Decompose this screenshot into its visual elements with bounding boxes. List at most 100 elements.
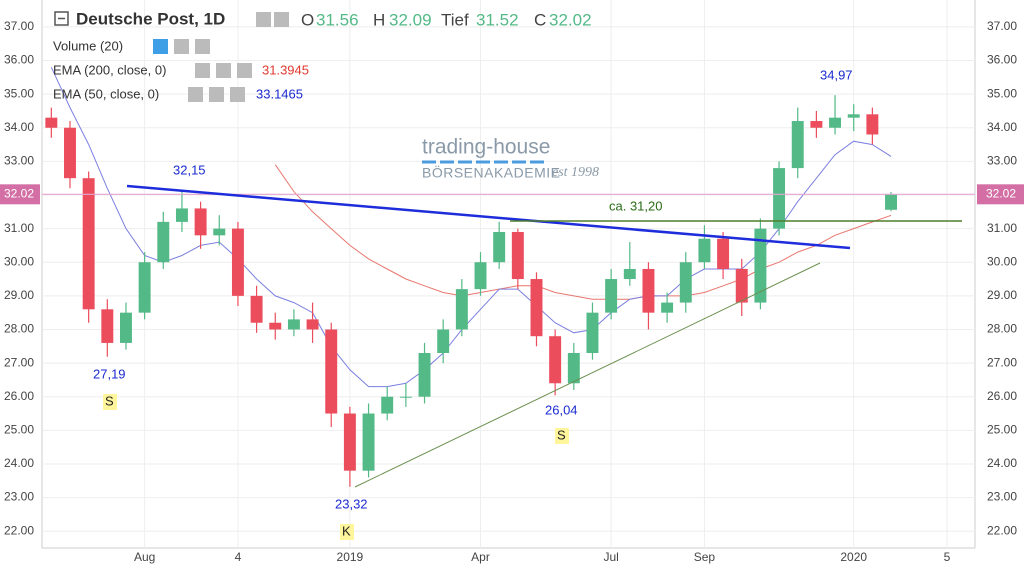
candle-body — [661, 302, 674, 313]
grid: 22.00 22.00 23.00 23.00 24.00 24.00 25.00 25.00… — [4, 0, 1017, 564]
settings-button[interactable] — [209, 87, 224, 102]
candle-body — [82, 178, 95, 310]
y-tick-label-right: 31.00 — [987, 221, 1017, 235]
y-tick-label-right: 22.00 — [987, 523, 1017, 537]
chart-title: Deutsche Post, 1D — [76, 9, 225, 28]
close-label: C — [534, 10, 546, 29]
ema50-value: 33.1465 — [256, 86, 303, 101]
ema200-value: 31.3945 — [262, 62, 309, 77]
candle-body — [194, 208, 207, 236]
candle-body — [866, 114, 879, 135]
candle-body — [157, 221, 170, 263]
candle-body — [754, 228, 767, 303]
ema-line — [274, 164, 892, 300]
candle-body — [455, 289, 468, 330]
candle-body — [45, 117, 58, 128]
ema-line — [50, 66, 892, 388]
y-tick-label-right: 33.00 — [987, 154, 1017, 168]
remove-button[interactable] — [230, 87, 245, 102]
candle-body — [362, 413, 375, 471]
open-value: 31.56 — [316, 10, 359, 29]
last-price-box — [977, 184, 1024, 205]
x-tick-label: Jul — [603, 550, 618, 564]
remove-button[interactable] — [195, 39, 210, 54]
candle-body — [119, 312, 132, 343]
candle-body — [399, 396, 412, 398]
y-tick-label: 26.00 — [4, 389, 34, 403]
trend-line — [126, 184, 851, 250]
y-tick-label: 30.00 — [4, 254, 34, 268]
candle-body — [511, 231, 524, 280]
x-tick-label: 4 — [235, 550, 242, 564]
remove-button[interactable] — [237, 63, 252, 78]
candle-body — [773, 168, 786, 229]
candle-body — [791, 121, 804, 169]
candle-body — [623, 268, 636, 280]
settings-button[interactable] — [216, 63, 231, 78]
y-tick-label-right: 24.00 — [987, 456, 1017, 470]
y-tick-label-right: 25.00 — [987, 423, 1017, 437]
x-tick-label: Aug — [134, 550, 155, 564]
y-tick-label-right: 27.00 — [987, 355, 1017, 369]
candle-body — [175, 208, 188, 222]
settings-button[interactable] — [174, 39, 189, 54]
annotation: ca. 31,20 — [609, 198, 663, 213]
settings-button[interactable] — [274, 12, 289, 27]
candle-body — [418, 353, 431, 397]
candle-body — [287, 319, 300, 330]
y-tick-label-right: 34.00 — [987, 120, 1017, 134]
candle-body — [530, 279, 543, 337]
y-tick-label: 23.00 — [4, 490, 34, 504]
uptrend-line — [354, 262, 821, 488]
plot — [42, 66, 975, 487]
y-tick-label: 22.00 — [4, 523, 34, 537]
close-value: 32.02 — [549, 10, 592, 29]
y-tick-label-right: 23.00 — [987, 490, 1017, 504]
visibility-button[interactable] — [188, 87, 203, 102]
y-tick-label: 35.00 — [4, 86, 34, 100]
x-tick-label: Sep — [694, 550, 716, 564]
ema200-legend: EMA (200, close, 0) — [53, 62, 166, 77]
y-tick-label: 34.00 — [4, 120, 34, 134]
collapse-icon[interactable] — [54, 11, 69, 26]
y-tick-label: 36.00 — [4, 53, 34, 67]
x-tick-label: 2020 — [840, 550, 867, 564]
annotation-badge — [340, 524, 354, 540]
volume-legend: Volume (20) — [53, 38, 123, 53]
y-tick-label: 27.00 — [4, 355, 34, 369]
candle-body — [269, 322, 282, 330]
y-tick-label-right: 36.00 — [987, 53, 1017, 67]
candle-body — [549, 336, 562, 384]
last-price-label: 32.02 — [986, 186, 1016, 200]
y-tick-label-right: 30.00 — [987, 254, 1017, 268]
candle-body — [605, 279, 618, 313]
annotation: 26,04 — [545, 402, 578, 417]
x-tick-label: 5 — [944, 550, 951, 564]
low-label: Tief — [441, 10, 469, 29]
candle-body — [138, 262, 151, 313]
visibility-button[interactable] — [153, 39, 168, 54]
annotation: 32,15 — [173, 162, 206, 177]
annotation: S — [557, 427, 566, 442]
y-tick-label-right: 29.00 — [987, 288, 1017, 302]
y-tick-label-right: 28.00 — [987, 322, 1017, 336]
y-tick-label-right: 26.00 — [987, 389, 1017, 403]
candle-body — [642, 268, 655, 313]
overlay: 32.02 32.02 32,15 27,19 S 23,32 K 26,04 S 34,97 ca… — [0, 67, 1024, 540]
candle-body — [493, 231, 506, 263]
candle-body — [586, 312, 599, 354]
last-price-label: 32.02 — [4, 186, 34, 200]
candle-body — [829, 117, 842, 128]
y-tick-label: 33.00 — [4, 154, 34, 168]
high-label: H — [373, 10, 385, 29]
annotation-badge — [555, 428, 569, 444]
annotation: 23,32 — [335, 496, 368, 511]
candle-body — [213, 228, 226, 236]
ema50-legend: EMA (50, close, 0) — [53, 86, 159, 101]
visibility-button[interactable] — [195, 63, 210, 78]
annotation: 27,19 — [93, 366, 126, 381]
visibility-button[interactable] — [256, 12, 271, 27]
candle-body — [474, 262, 487, 290]
y-tick-label: 31.00 — [4, 221, 34, 235]
